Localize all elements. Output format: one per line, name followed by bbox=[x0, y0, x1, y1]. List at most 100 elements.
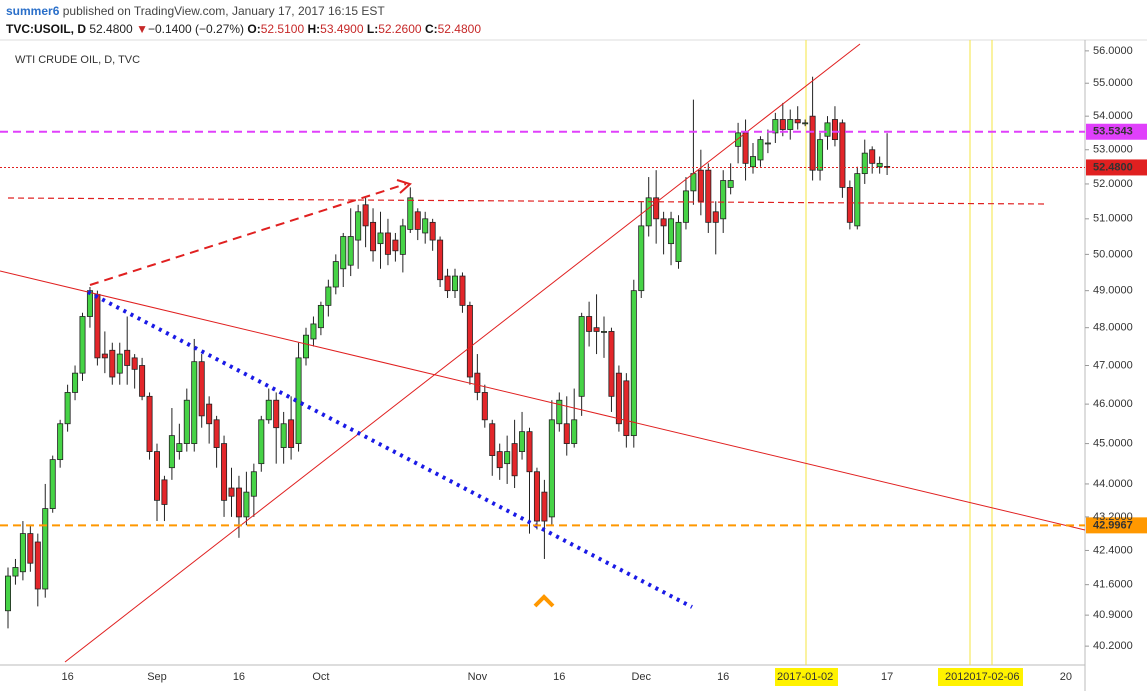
candle-body bbox=[198, 361, 205, 417]
candle-body bbox=[407, 197, 414, 230]
y-tick-label: 47.0000 bbox=[1093, 359, 1133, 371]
x-tick-label: Dec bbox=[631, 671, 651, 683]
candle-body bbox=[481, 392, 488, 421]
candle-body bbox=[451, 275, 458, 292]
candle-body bbox=[660, 218, 667, 227]
price-label: 52.4800 bbox=[1093, 161, 1133, 173]
publish-line: summer6 published on TradingView.com, Ja… bbox=[6, 4, 385, 18]
symbol: TVC:USOIL, D bbox=[6, 22, 86, 36]
candle-body bbox=[682, 190, 689, 223]
y-tick-label: 56.0000 bbox=[1093, 45, 1133, 57]
candle-body bbox=[370, 221, 377, 252]
last: 52.4800 bbox=[89, 22, 133, 36]
y-tick-label: 42.4000 bbox=[1093, 544, 1133, 556]
candle-body bbox=[653, 197, 660, 220]
candle-body bbox=[504, 451, 511, 465]
y-tick-label: 45.0000 bbox=[1093, 437, 1133, 449]
candle-body bbox=[414, 211, 421, 230]
candle-body bbox=[206, 403, 213, 425]
candle-body bbox=[34, 541, 41, 590]
label-highlight bbox=[938, 668, 968, 686]
x-tick-label: 16 bbox=[233, 671, 245, 683]
candle-body bbox=[645, 197, 652, 227]
label-highlight bbox=[962, 668, 1023, 686]
arrow-head bbox=[396, 179, 412, 194]
candle-body bbox=[295, 357, 302, 444]
y-tick-label: 55.0000 bbox=[1093, 77, 1133, 89]
arrow: ▼ bbox=[136, 22, 148, 36]
candle-body bbox=[79, 316, 86, 374]
x-tick-label: Sep bbox=[147, 671, 167, 683]
candle-body bbox=[124, 349, 131, 366]
candle-body bbox=[571, 419, 578, 444]
candle-body bbox=[831, 119, 838, 141]
candle-body bbox=[191, 361, 198, 444]
x-tick-label: Nov bbox=[468, 671, 488, 683]
candle-body bbox=[86, 290, 93, 317]
y-tick-label: 50.0000 bbox=[1093, 248, 1133, 260]
candle-body bbox=[131, 357, 138, 370]
candle-body bbox=[27, 533, 34, 564]
candle-body bbox=[72, 372, 79, 393]
candle-body bbox=[787, 119, 794, 130]
candle-body bbox=[183, 399, 190, 444]
y-tick-label: 44.0000 bbox=[1093, 478, 1133, 490]
candle-body bbox=[861, 152, 868, 175]
candle-body bbox=[623, 380, 630, 437]
close: 52.4800 bbox=[438, 22, 482, 36]
candle-body bbox=[392, 239, 399, 252]
candle-body bbox=[511, 443, 518, 477]
candle-body bbox=[578, 316, 585, 397]
y-tick-label: 48.0000 bbox=[1093, 322, 1133, 334]
candle-body bbox=[519, 431, 526, 452]
candle-body bbox=[288, 419, 295, 448]
candle-body bbox=[362, 204, 369, 227]
candle-body bbox=[772, 119, 779, 134]
candle-body bbox=[280, 423, 287, 448]
candle-body bbox=[742, 132, 749, 164]
candle-body bbox=[824, 122, 831, 137]
candle-body bbox=[422, 218, 429, 234]
candle-body bbox=[42, 508, 49, 590]
candle-body bbox=[429, 221, 436, 241]
label-highlight bbox=[775, 668, 838, 686]
candle-body bbox=[19, 533, 26, 573]
x-tick-label: 16 bbox=[553, 671, 565, 683]
candle-body bbox=[802, 122, 809, 125]
header: summer6 published on TradingView.com, Ja… bbox=[0, 4, 1147, 41]
y-tick-label: 46.0000 bbox=[1093, 398, 1133, 410]
candle-body bbox=[705, 169, 712, 223]
x-tick-label: 16 bbox=[717, 671, 729, 683]
l-label: L: bbox=[367, 22, 378, 36]
candle-body bbox=[615, 372, 622, 425]
candle-body bbox=[228, 487, 235, 497]
y-tick-label: 52.0000 bbox=[1093, 178, 1133, 190]
candle-body bbox=[243, 491, 250, 518]
candle-body bbox=[399, 225, 406, 255]
candle-body bbox=[474, 372, 481, 393]
price-label-box bbox=[1086, 123, 1147, 140]
trend-line bbox=[64, 43, 861, 663]
candle-body bbox=[750, 156, 757, 168]
candle-body bbox=[250, 471, 257, 497]
candle-body bbox=[727, 180, 734, 188]
support-line bbox=[7, 197, 1046, 205]
y-tick-label: 54.0000 bbox=[1093, 110, 1133, 122]
candle-body bbox=[533, 471, 540, 522]
candle-body bbox=[213, 419, 220, 448]
candle-body bbox=[817, 139, 824, 171]
candle-body bbox=[101, 353, 108, 359]
author: summer6 bbox=[6, 4, 60, 18]
candle-body bbox=[794, 119, 801, 124]
candle-body bbox=[273, 399, 280, 429]
y-tick-label: 40.2000 bbox=[1093, 640, 1133, 652]
trend-line bbox=[0, 270, 1086, 531]
candle-body bbox=[675, 221, 682, 262]
candle-body bbox=[496, 451, 503, 469]
candle-body bbox=[139, 365, 146, 397]
candle-body bbox=[325, 286, 332, 306]
low: 52.2600 bbox=[378, 22, 422, 36]
candle-body bbox=[340, 236, 347, 270]
candle-body bbox=[556, 399, 563, 425]
